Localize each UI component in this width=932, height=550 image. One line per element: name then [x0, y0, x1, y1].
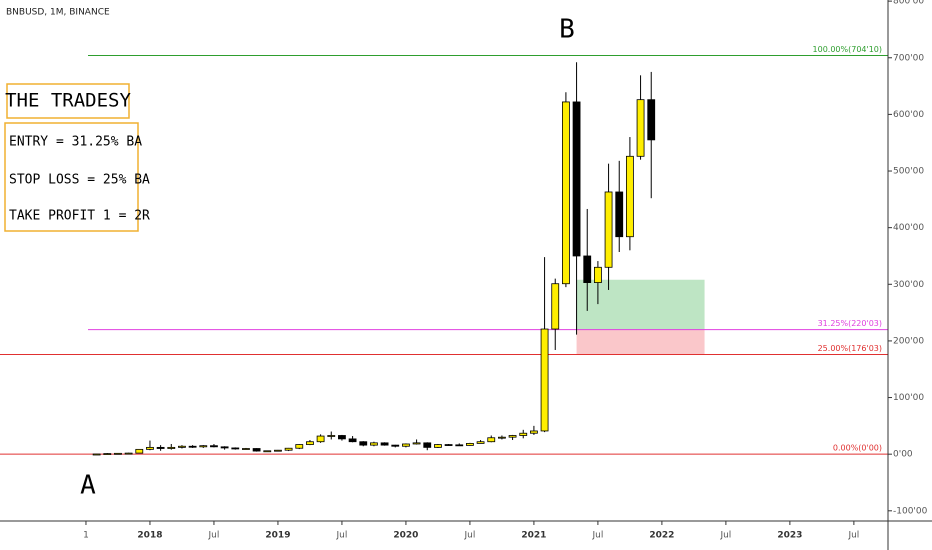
plot-area: 100.00%(704'10) 31.25%(220'03) 25.00%(176'… [0, 45, 888, 456]
candle-body [434, 444, 442, 448]
x-tick-label: Jul [847, 531, 859, 541]
candle-body [487, 437, 496, 443]
candle-body [636, 99, 645, 157]
candle-body [625, 155, 634, 238]
candle-body [167, 446, 176, 449]
fib-level-label: 31.25%(220'03) [818, 319, 882, 328]
x-tick-label: 2019 [265, 531, 290, 541]
candle-body [540, 328, 549, 432]
candle-body [263, 450, 272, 453]
y-tick-label: 500'00 [893, 167, 924, 177]
candle-body [135, 448, 144, 454]
candle-body [231, 447, 240, 450]
info-line: ENTRY = 31.25% BA [9, 135, 142, 150]
candle-body [242, 448, 250, 450]
candle-body [444, 444, 453, 446]
candle-body [380, 442, 389, 446]
fib-level-label: 0.00%(0'00) [833, 444, 882, 453]
symbol-title: BNBUSD, 1M, BINANCE [6, 8, 110, 18]
candle-body [402, 443, 410, 447]
candle-body [594, 266, 602, 283]
candle-body [220, 446, 229, 449]
candle-body [295, 444, 304, 449]
candle-body [146, 446, 154, 450]
candle-body [210, 445, 218, 448]
candle-body [188, 445, 197, 448]
candle-body [455, 444, 464, 447]
candle-body [647, 99, 656, 141]
y-tick-label: -100'00 [893, 506, 928, 516]
x-tick-label: 2021 [521, 531, 546, 541]
candle-body [370, 442, 378, 446]
candle-body [274, 449, 282, 452]
candle-body [348, 438, 357, 443]
position-zone [576, 329, 705, 355]
x-tick-label: Jul [208, 531, 220, 541]
candle-body [103, 453, 112, 455]
candle-body [359, 441, 368, 446]
candle-body [412, 442, 421, 445]
candle-body [583, 255, 592, 283]
info-line: TAKE PROFIT 1 = 2R [9, 209, 150, 224]
candle-body [306, 441, 314, 445]
candle-body [199, 445, 208, 448]
candle-body [252, 448, 261, 452]
candle-body [114, 452, 122, 455]
x-tick-label: 2023 [777, 531, 802, 541]
candle-body [519, 432, 528, 436]
x-tick-label: Jul [591, 531, 603, 541]
fib-level-label: 100.00%(704'10) [813, 45, 882, 54]
candle-body [284, 447, 293, 451]
candle-body [466, 443, 474, 446]
y-tick-label: 800'00 [893, 0, 924, 7]
y-tick-label: 200'00 [893, 336, 924, 346]
candle-body [572, 101, 581, 257]
annotation-b: B [559, 15, 575, 45]
x-tick-label: 2018 [137, 531, 162, 541]
candle-body [615, 191, 624, 238]
info-line: STOP LOSS = 25% BA [9, 173, 150, 188]
candle-body [124, 452, 133, 455]
annotation-a: A [80, 471, 96, 501]
candle-body [530, 430, 538, 434]
candle-body [508, 435, 517, 438]
x-tick-label: 2020 [393, 531, 418, 541]
candle-body [338, 435, 346, 440]
y-tick-label: 300'00 [893, 280, 924, 290]
fib-level-label: 25.00%(176'03) [818, 344, 882, 353]
candle-body [551, 283, 560, 330]
y-tick-label: 700'00 [893, 53, 924, 63]
title-box [6, 83, 130, 119]
position-zone [576, 279, 705, 330]
y-tick-label: 100'00 [893, 393, 924, 403]
info-box [4, 122, 139, 232]
candle-body [498, 436, 506, 439]
y-tick-label: 400'00 [893, 223, 924, 233]
y-tick-label: 0'00 [893, 450, 913, 460]
candle-body [178, 445, 186, 448]
title-box-text: THE TRADESY [5, 90, 131, 112]
candle-body [327, 435, 336, 437]
x-tick-label: Jul [463, 531, 475, 541]
candle-body [92, 453, 101, 456]
candle-body [476, 441, 485, 444]
x-tick-label: Jul [336, 531, 348, 541]
candle-body [391, 444, 400, 447]
x-tick-label: 2022 [649, 531, 674, 541]
candle-body [562, 101, 570, 285]
candle-body [604, 191, 613, 268]
candle-body [423, 442, 432, 448]
candle-body [316, 435, 325, 443]
candle-body [156, 446, 165, 449]
y-tick-label: 600'00 [893, 110, 924, 120]
x-tick-label: Jul [719, 531, 731, 541]
x-tick-label: 1 [83, 531, 89, 541]
